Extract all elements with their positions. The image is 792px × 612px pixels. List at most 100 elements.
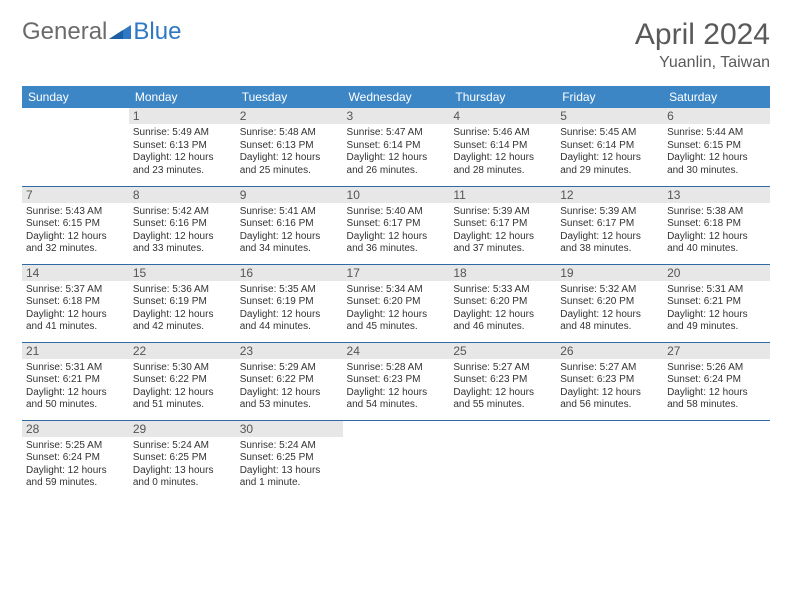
weekday-header: Tuesday — [236, 86, 343, 108]
calendar-cell: 4 Sunrise: 5:46 AMSunset: 6:14 PMDaylight… — [449, 108, 556, 186]
calendar-cell: 17Sunrise: 5:34 AMSunset: 6:20 PMDayligh… — [343, 264, 450, 342]
calendar-cell-empty — [449, 420, 556, 498]
day-details: Sunrise: 5:28 AMSunset: 6:23 PMDaylight:… — [347, 362, 446, 412]
calendar-cell: 10 Sunrise: 5:40 AMSunset: 6:17 PMDayligh… — [343, 186, 450, 264]
calendar-cell: 6Sunrise: 5:44 AMSunset: 6:15 PMDaylight… — [663, 108, 770, 186]
day-number: 9 — [236, 187, 343, 203]
calendar-cell-empty — [556, 420, 663, 498]
calendar-cell: 23Sunrise: 5:29 AMSunset: 6:22 PMDayligh… — [236, 342, 343, 420]
day-number: 18 — [449, 265, 556, 281]
weekday-header-row: SundayMondayTuesdayWednesdayThursdayFrid… — [22, 86, 770, 108]
day-number: 12 — [556, 187, 663, 203]
day-details: Sunrise: 5:27 AMSunset: 6:23 PMDaylight:… — [453, 362, 552, 412]
page-title: April 2024 — [635, 18, 770, 52]
day-number: 20 — [663, 265, 770, 281]
day-details: Sunrise: 5:30 AMSunset: 6:22 PMDaylight:… — [133, 362, 232, 412]
day-number: 11 — [449, 187, 556, 203]
day-details: Sunrise: 5:47 AMSunset: 6:14 PMDaylight:… — [347, 127, 446, 177]
day-number: 7 — [22, 187, 129, 203]
calendar-cell-empty — [663, 420, 770, 498]
calendar-cell: 7 Sunrise: 5:43 AMSunset: 6:15 PMDaylight… — [22, 186, 129, 264]
day-number: 15 — [129, 265, 236, 281]
calendar-cell: 21 Sunrise: 5:31 AMSunset: 6:21 PMDayligh… — [22, 342, 129, 420]
day-number: 5 — [556, 108, 663, 124]
day-details: Sunrise: 5:35 AMSunset: 6:19 PMDaylight:… — [240, 284, 339, 334]
calendar-cell: 5 Sunrise: 5:45 AMSunset: 6:14 PMDaylight… — [556, 108, 663, 186]
calendar-cell: 25Sunrise: 5:27 AMSunset: 6:23 PMDayligh… — [449, 342, 556, 420]
brand-logo: General Blue — [22, 18, 181, 46]
day-details: Sunrise: 5:29 AMSunset: 6:22 PMDaylight:… — [240, 362, 339, 412]
calendar-cell: 26Sunrise: 5:27 AMSunset: 6:23 PMDayligh… — [556, 342, 663, 420]
day-details: Sunrise: 5:24 AMSunset: 6:25 PMDaylight:… — [240, 440, 339, 490]
calendar-cell: 12 Sunrise: 5:39 AMSunset: 6:17 PMDayligh… — [556, 186, 663, 264]
calendar-cell-empty — [343, 420, 450, 498]
day-details: Sunrise: 5:39 AMSunset: 6:17 PMDaylight:… — [560, 206, 659, 256]
day-number: 30 — [236, 421, 343, 437]
day-details: Sunrise: 5:31 AMSunset: 6:21 PMDaylight:… — [667, 284, 766, 334]
day-details: Sunrise: 5:43 AMSunset: 6:15 PMDaylight:… — [26, 206, 125, 256]
day-details: Sunrise: 5:31 AMSunset: 6:21 PMDaylight:… — [26, 362, 125, 412]
calendar-cell: 13Sunrise: 5:38 AMSunset: 6:18 PMDayligh… — [663, 186, 770, 264]
day-details: Sunrise: 5:44 AMSunset: 6:15 PMDaylight:… — [667, 127, 766, 177]
brand-part2: Blue — [133, 18, 181, 46]
calendar-cell-empty — [22, 108, 129, 186]
header: General Blue April 2024 Yuanlin, Taiwan — [22, 18, 770, 72]
calendar-cell: 28Sunrise: 5:25 AMSunset: 6:24 PMDayligh… — [22, 420, 129, 498]
calendar-cell: 3 Sunrise: 5:47 AMSunset: 6:14 PMDaylight… — [343, 108, 450, 186]
day-details: Sunrise: 5:45 AMSunset: 6:14 PMDaylight:… — [560, 127, 659, 177]
calendar-cell: 15 Sunrise: 5:36 AMSunset: 6:19 PMDayligh… — [129, 264, 236, 342]
calendar-cell: 24 Sunrise: 5:28 AMSunset: 6:23 PMDayligh… — [343, 342, 450, 420]
day-number: 19 — [556, 265, 663, 281]
calendar-cell: 8 Sunrise: 5:42 AMSunset: 6:16 PMDaylight… — [129, 186, 236, 264]
calendar-cell: 18 Sunrise: 5:33 AMSunset: 6:20 PMDayligh… — [449, 264, 556, 342]
day-details: Sunrise: 5:27 AMSunset: 6:23 PMDaylight:… — [560, 362, 659, 412]
calendar-row: 21 Sunrise: 5:31 AMSunset: 6:21 PMDayligh… — [22, 342, 770, 420]
weekday-header: Thursday — [449, 86, 556, 108]
day-number: 4 — [449, 108, 556, 124]
day-details: Sunrise: 5:34 AMSunset: 6:20 PMDaylight:… — [347, 284, 446, 334]
day-details: Sunrise: 5:36 AMSunset: 6:19 PMDaylight:… — [133, 284, 232, 334]
calendar-cell: 20 Sunrise: 5:31 AMSunset: 6:21 PMDayligh… — [663, 264, 770, 342]
day-number: 29 — [129, 421, 236, 437]
day-number: 16 — [236, 265, 343, 281]
calendar-cell: 16 Sunrise: 5:35 AMSunset: 6:19 PMDayligh… — [236, 264, 343, 342]
day-number: 14 — [22, 265, 129, 281]
day-details: Sunrise: 5:46 AMSunset: 6:14 PMDaylight:… — [453, 127, 552, 177]
day-number: 21 — [22, 343, 129, 359]
calendar-cell: 9 Sunrise: 5:41 AMSunset: 6:16 PMDaylight… — [236, 186, 343, 264]
weekday-header: Monday — [129, 86, 236, 108]
calendar-cell: 22 Sunrise: 5:30 AMSunset: 6:22 PMDayligh… — [129, 342, 236, 420]
day-details: Sunrise: 5:40 AMSunset: 6:17 PMDaylight:… — [347, 206, 446, 256]
day-details: Sunrise: 5:32 AMSunset: 6:20 PMDaylight:… — [560, 284, 659, 334]
page-subtitle: Yuanlin, Taiwan — [635, 54, 770, 72]
calendar-cell: 30 Sunrise: 5:24 AMSunset: 6:25 PMDayligh… — [236, 420, 343, 498]
calendar-cell: 27Sunrise: 5:26 AMSunset: 6:24 PMDayligh… — [663, 342, 770, 420]
calendar-cell: 14 Sunrise: 5:37 AMSunset: 6:18 PMDayligh… — [22, 264, 129, 342]
calendar-cell: 29 Sunrise: 5:24 AMSunset: 6:25 PMDayligh… — [129, 420, 236, 498]
weekday-header: Sunday — [22, 86, 129, 108]
day-details: Sunrise: 5:42 AMSunset: 6:16 PMDaylight:… — [133, 206, 232, 256]
day-number: 1 — [129, 108, 236, 124]
day-number: 8 — [129, 187, 236, 203]
weekday-header: Saturday — [663, 86, 770, 108]
day-number: 22 — [129, 343, 236, 359]
day-details: Sunrise: 5:41 AMSunset: 6:16 PMDaylight:… — [240, 206, 339, 256]
day-number: 24 — [343, 343, 450, 359]
calendar-cell: 11 Sunrise: 5:39 AMSunset: 6:17 PMDayligh… — [449, 186, 556, 264]
day-number: 10 — [343, 187, 450, 203]
day-details: Sunrise: 5:33 AMSunset: 6:20 PMDaylight:… — [453, 284, 552, 334]
day-details: Sunrise: 5:37 AMSunset: 6:18 PMDaylight:… — [26, 284, 125, 334]
calendar-table: SundayMondayTuesdayWednesdayThursdayFrid… — [22, 86, 770, 498]
weekday-header: Friday — [556, 86, 663, 108]
calendar-row: 28Sunrise: 5:25 AMSunset: 6:24 PMDayligh… — [22, 420, 770, 498]
brand-part1: General — [22, 18, 107, 46]
brand-mark-icon — [109, 18, 131, 46]
calendar-cell: 2Sunrise: 5:48 AMSunset: 6:13 PMDaylight… — [236, 108, 343, 186]
day-number: 28 — [22, 421, 129, 437]
calendar-row: 1Sunrise: 5:49 AMSunset: 6:13 PMDaylight… — [22, 108, 770, 186]
day-number: 13 — [663, 187, 770, 203]
day-details: Sunrise: 5:24 AMSunset: 6:25 PMDaylight:… — [133, 440, 232, 490]
day-number: 3 — [343, 108, 450, 124]
calendar-cell: 1Sunrise: 5:49 AMSunset: 6:13 PMDaylight… — [129, 108, 236, 186]
day-details: Sunrise: 5:39 AMSunset: 6:17 PMDaylight:… — [453, 206, 552, 256]
